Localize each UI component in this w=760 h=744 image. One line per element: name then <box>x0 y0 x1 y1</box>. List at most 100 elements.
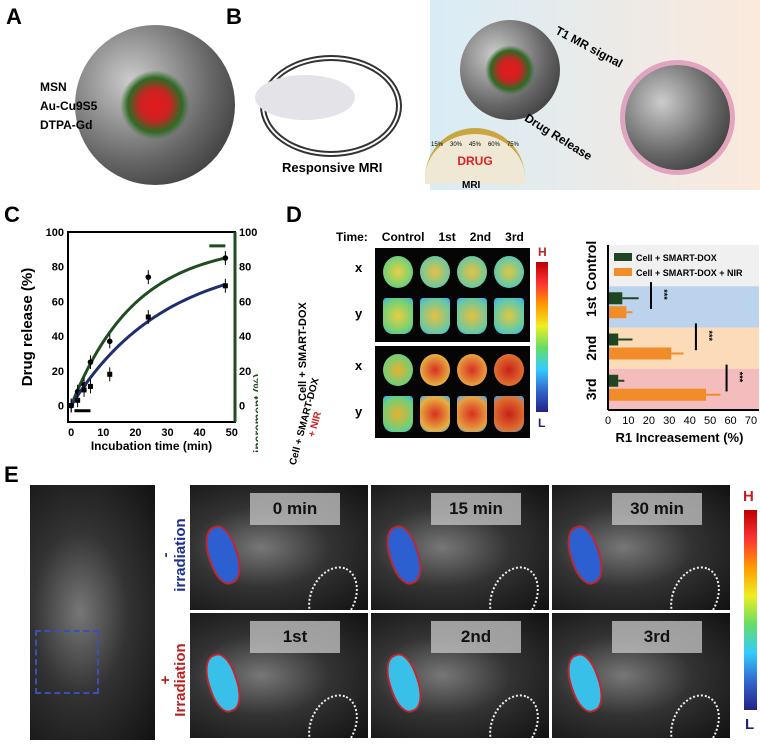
y-tick-label: 0 <box>58 401 64 413</box>
phantom-image <box>383 298 413 334</box>
col-3rd: 3rd <box>505 230 524 244</box>
tumor-roi <box>560 649 610 717</box>
y2-tick-label: 40 <box>239 331 251 343</box>
x-tick-label: 30 <box>663 415 675 427</box>
chart-d: Control 1st 2nd 3rd *** *** *** 0 10 20 30 40 50 60 70… <box>583 241 759 445</box>
bar <box>608 388 707 401</box>
x-tick-label: 40 <box>194 427 206 439</box>
x-tick-label: 10 <box>622 415 634 427</box>
y-tick-label: 100 <box>46 227 64 239</box>
y-tick-label: 60 <box>52 296 64 308</box>
significance-label: *** <box>704 330 714 341</box>
x-tick-label: 50 <box>704 415 716 427</box>
x-tick-label: 50 <box>226 427 238 439</box>
time-tag: 15 min <box>431 493 521 525</box>
tumor-roi <box>379 521 429 589</box>
e-colorbar <box>744 510 757 710</box>
row-label: y <box>355 306 363 321</box>
data-point <box>107 371 113 377</box>
panel-e-label: E <box>4 462 19 487</box>
y2-axis-label: T1 relaxation increment (%) <box>251 374 258 455</box>
layer-labels: MSN Au-Cu9S5 DTPA-Gd <box>40 78 97 135</box>
sphere-before-core <box>485 45 535 95</box>
y-tick-label: 80 <box>52 262 64 274</box>
reference-roi <box>660 558 730 610</box>
significance-label: *** <box>659 289 669 300</box>
time-tag: 1st <box>250 621 340 653</box>
mri-overview <box>30 485 155 740</box>
layer-dtpagd: DTPA-Gd <box>40 118 93 132</box>
group2-label: Cell + SMART-DOX + NIR <box>283 357 338 488</box>
phantom-image <box>420 354 450 386</box>
gauge-tick: 15% <box>431 142 444 148</box>
time-tag: 0 min <box>250 493 340 525</box>
time-header: Time: Control 1st 2nd 3rd <box>336 230 524 244</box>
layer-msn: MSN <box>40 80 67 94</box>
y2-tick-label: 100 <box>239 227 257 239</box>
time-tag: 30 min <box>612 493 702 525</box>
reference-roi <box>298 558 368 610</box>
time-tag: 3rd <box>612 621 702 653</box>
significance-label: *** <box>735 372 745 383</box>
colorbar-h: H <box>538 245 547 259</box>
colorbar <box>536 262 548 412</box>
mri-slice: 1st <box>190 613 368 738</box>
chart-c: 0 10 20 30 40 50 0 0 20 20 40 40 60 60 80 80 100 100 Incub… <box>19 227 258 455</box>
category-label: 1st <box>583 296 599 317</box>
row1-text: irradiation <box>172 518 189 592</box>
reference-roi <box>479 686 549 738</box>
phantom-image <box>457 256 487 288</box>
category-label: 3rd <box>583 378 599 400</box>
gauge-tick: 75% <box>506 142 519 148</box>
bar <box>608 333 619 346</box>
panel-c-label: C <box>4 202 20 227</box>
tumor-roi <box>379 649 429 717</box>
layer-aucus: Au-Cu9S5 <box>40 99 98 113</box>
phantom-image <box>420 298 450 334</box>
e-colorbar-h: H <box>743 488 754 505</box>
gauge-title: DRUG <box>457 154 493 168</box>
mouse <box>255 75 355 120</box>
x-tick-label: 20 <box>129 427 141 439</box>
category-label: Control <box>583 241 599 291</box>
responsive-mri-caption: Responsive MRI <box>282 160 383 175</box>
sphere-after <box>625 65 730 170</box>
phantom-image <box>383 354 413 386</box>
data-point <box>87 383 93 389</box>
x-tick-label: 0 <box>68 427 74 439</box>
phantom-image <box>494 354 524 386</box>
col-2nd: 2nd <box>469 230 492 244</box>
time-tag: 2nd <box>431 621 521 653</box>
bar <box>608 306 627 319</box>
phantom-image <box>383 396 413 432</box>
y-axis-label: Drug release (%) <box>19 268 36 386</box>
x-tick-label: 60 <box>724 415 736 427</box>
tumor-roi <box>198 649 248 717</box>
fit-curve <box>69 283 226 407</box>
col-control: Control <box>381 230 425 244</box>
bar <box>608 292 623 305</box>
bar <box>608 347 672 360</box>
panel-a-label: A <box>6 4 22 29</box>
data-point <box>222 255 229 261</box>
reference-roi <box>298 686 368 738</box>
col-1st: 1st <box>438 230 456 244</box>
x-tick-label: 70 <box>745 415 757 427</box>
mri-slice: 2nd <box>371 613 549 738</box>
gauge-tick: 60% <box>487 142 500 148</box>
x-axis-label: R1 Increasement (%) <box>616 430 744 445</box>
data-point <box>81 387 87 393</box>
phantom-image <box>420 396 450 432</box>
x-tick-label: 0 <box>605 415 611 427</box>
legend-label: Cell + SMART-DOX + NIR <box>636 268 743 278</box>
phantom-image <box>420 256 450 288</box>
row-label: x <box>355 358 363 373</box>
data-point <box>68 403 74 409</box>
category-band <box>608 245 759 287</box>
gauge-tick: 45% <box>468 142 481 148</box>
y2-tick-label: 0 <box>239 401 245 413</box>
reference-roi <box>479 558 549 610</box>
panel-d-label: D <box>286 202 302 227</box>
time-label: Time: <box>336 230 368 244</box>
